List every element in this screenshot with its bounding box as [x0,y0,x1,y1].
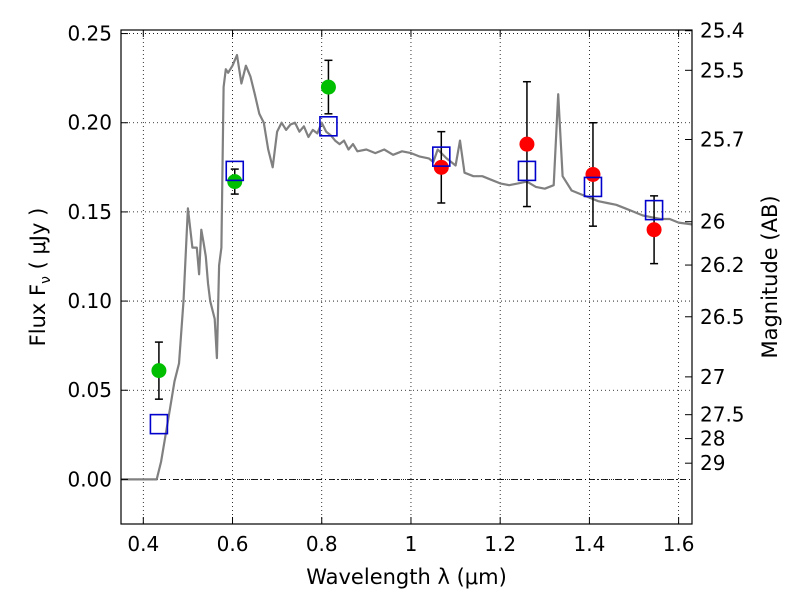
right-tick-label: 26.2 [700,253,745,277]
right-tick-label: 26 [700,210,725,234]
model-band-point [644,199,664,221]
photometry-point [646,222,662,238]
grid [121,30,692,524]
right-tick-label: 27.5 [700,403,745,427]
y-tick-label: 0.25 [67,22,112,46]
plot-frame [120,29,693,525]
model-band-point [517,160,537,182]
x-tick-label: 1.6 [663,532,695,556]
model-band-point [149,413,169,435]
plot-area [121,53,692,481]
right-tick-label: 28 [700,427,725,451]
photometry-point [151,363,167,379]
model-spectrum-line [121,53,692,481]
plot-content [121,53,692,481]
right-tick-label: 25.5 [700,58,745,82]
x-tick-label: 0.4 [127,532,159,556]
right-axis-label: Magnitude (AB) [758,195,782,358]
photometry-point [320,79,336,95]
y-tick-label: 0.05 [67,378,112,402]
model-band-point [319,116,338,137]
x-tick-label: 0.8 [306,532,338,556]
y-tick-label: 0.10 [67,289,112,313]
y-tick-label: 0.00 [67,467,112,491]
x-tick-label: 1 [405,532,418,556]
photometry-point [585,166,601,182]
right-tick-label: 27 [700,365,725,389]
photometry-point [519,136,535,152]
y-tick-label: 0.15 [67,200,112,224]
model-band-point [225,160,245,182]
x-tick-label: 1.2 [484,532,516,556]
x-tick-label: 0.6 [217,532,249,556]
x-tick-label: 1.4 [573,532,605,556]
axis-ticks: 0.4 0.6 0.8 1 1.2 1.4 1.6 0.00 0.05 0.10 0.15 0.20 0… [67,19,744,556]
photometry-point [433,159,449,175]
model-band-point [431,146,451,167]
right-tick-label: 26.5 [700,305,745,329]
y-tick-label: 0.20 [67,111,112,135]
x-axis-label: Wavelength λ (μm) [306,565,507,589]
photometry-point [227,174,243,190]
right-tick-label: 25.4 [700,19,745,43]
right-tick-label: 25.7 [700,128,745,152]
right-tick-label: 29 [700,451,725,475]
y-axis-label: Flux Fν ( μJy ) [26,208,54,347]
model-band-point [583,176,603,198]
